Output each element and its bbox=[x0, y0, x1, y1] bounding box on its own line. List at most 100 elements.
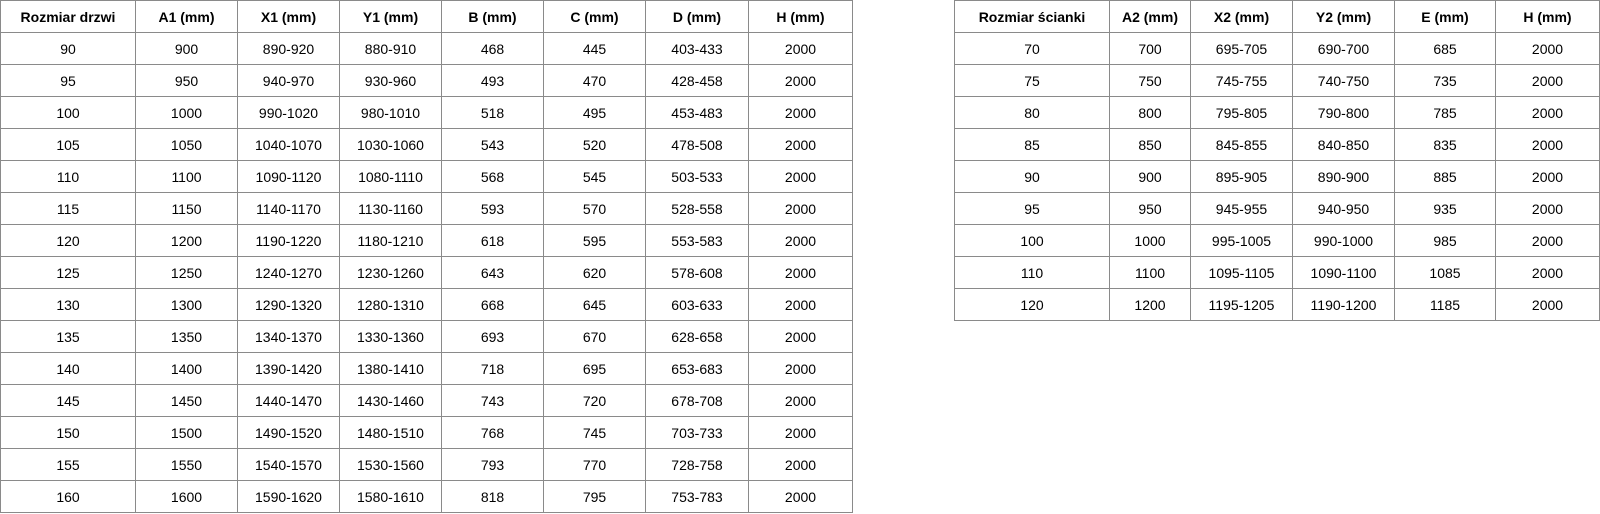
table-cell: 850 bbox=[1109, 128, 1191, 161]
table-cell: 720 bbox=[543, 384, 646, 417]
table-cell: 2000 bbox=[1495, 160, 1600, 193]
column-header: C (mm) bbox=[543, 0, 646, 33]
table-cell: 2000 bbox=[748, 32, 853, 65]
table-cell: 150 bbox=[0, 416, 136, 449]
table-cell: 1240-1270 bbox=[237, 256, 340, 289]
table-cell: 578-608 bbox=[645, 256, 749, 289]
table-cell: 1540-1570 bbox=[237, 448, 340, 481]
table-cell: 428-458 bbox=[645, 64, 749, 97]
table-cell: 1440-1470 bbox=[237, 384, 340, 417]
table-cell: 618 bbox=[441, 224, 544, 257]
table-cell: 1250 bbox=[135, 256, 238, 289]
table-cell: 880-910 bbox=[339, 32, 442, 65]
table-cell: 745 bbox=[543, 416, 646, 449]
table-cell: 930-960 bbox=[339, 64, 442, 97]
table-cell: 1350 bbox=[135, 320, 238, 353]
wall-dimensions-table: Rozmiar ścianki A2 (mm) X2 (mm) Y2 (mm) E (m… bbox=[954, 0, 1600, 321]
table-cell: 885 bbox=[1394, 160, 1496, 193]
table-cell: 1030-1060 bbox=[339, 128, 442, 161]
table-cell: 1040-1070 bbox=[237, 128, 340, 161]
table-cell: 990-1000 bbox=[1292, 224, 1395, 257]
table-cell: 628-658 bbox=[645, 320, 749, 353]
table-cell: 70 bbox=[954, 32, 1110, 65]
table-cell: 90 bbox=[0, 32, 136, 65]
table-row: 95 950 940-970 930-960 493 470 428-458 2000 bbox=[0, 64, 853, 97]
table-cell: 493 bbox=[441, 64, 544, 97]
table-cell: 403-433 bbox=[645, 32, 749, 65]
column-header: Y1 (mm) bbox=[339, 0, 442, 33]
table-row: 110 1100 1095-1105 1090-1100 1085 2000 bbox=[954, 256, 1600, 289]
table-cell: 1100 bbox=[1109, 256, 1191, 289]
table-row: 85 850 845-855 840-850 835 2000 bbox=[954, 128, 1600, 161]
table-cell: 670 bbox=[543, 320, 646, 353]
table-cell: 453-483 bbox=[645, 96, 749, 129]
column-header: E (mm) bbox=[1394, 0, 1496, 33]
table-cell: 845-855 bbox=[1190, 128, 1293, 161]
door-dimensions-table: Rozmiar drzwi A1 (mm) X1 (mm) Y1 (mm) B (mm)… bbox=[0, 0, 853, 513]
table-cell: 2000 bbox=[748, 128, 853, 161]
table-cell: 940-970 bbox=[237, 64, 340, 97]
table-cell: 95 bbox=[954, 192, 1110, 225]
table-cell: 643 bbox=[441, 256, 544, 289]
table-cell: 1590-1620 bbox=[237, 480, 340, 513]
table-cell: 595 bbox=[543, 224, 646, 257]
table-cell: 518 bbox=[441, 96, 544, 129]
table-cell: 795-805 bbox=[1190, 96, 1293, 129]
table-cell: 1400 bbox=[135, 352, 238, 385]
table-cell: 2000 bbox=[1495, 32, 1600, 65]
table-cell: 890-900 bbox=[1292, 160, 1395, 193]
table-cell: 818 bbox=[441, 480, 544, 513]
table-cell: 1530-1560 bbox=[339, 448, 442, 481]
table-cell: 120 bbox=[0, 224, 136, 257]
table-cell: 1150 bbox=[135, 192, 238, 225]
table-cell: 1180-1210 bbox=[339, 224, 442, 257]
table-cell: 2000 bbox=[1495, 96, 1600, 129]
table-cell: 2000 bbox=[1495, 192, 1600, 225]
table-cell: 468 bbox=[441, 32, 544, 65]
table-cell: 1195-1205 bbox=[1190, 288, 1293, 321]
table-cell: 1340-1370 bbox=[237, 320, 340, 353]
table-cell: 1200 bbox=[1109, 288, 1191, 321]
table-cell: 645 bbox=[543, 288, 646, 321]
table-cell: 945-955 bbox=[1190, 192, 1293, 225]
table-cell: 145 bbox=[0, 384, 136, 417]
column-header: B (mm) bbox=[441, 0, 544, 33]
table-cell: 110 bbox=[954, 256, 1110, 289]
table-header-row: Rozmiar ścianki A2 (mm) X2 (mm) Y2 (mm) E (m… bbox=[954, 0, 1600, 33]
table-cell: 2000 bbox=[748, 160, 853, 193]
table-cell: 1480-1510 bbox=[339, 416, 442, 449]
table-cell: 695 bbox=[543, 352, 646, 385]
table-cell: 1190-1200 bbox=[1292, 288, 1395, 321]
table-cell: 1230-1260 bbox=[339, 256, 442, 289]
table-cell: 685 bbox=[1394, 32, 1496, 65]
table-cell: 995-1005 bbox=[1190, 224, 1293, 257]
table-cell: 750 bbox=[1109, 64, 1191, 97]
table-cell: 2000 bbox=[748, 448, 853, 481]
table-cell: 120 bbox=[954, 288, 1110, 321]
table-cell: 1085 bbox=[1394, 256, 1496, 289]
table-cell: 2000 bbox=[1495, 64, 1600, 97]
table-cell: 728-758 bbox=[645, 448, 749, 481]
table-cell: 835 bbox=[1394, 128, 1496, 161]
table-cell: 543 bbox=[441, 128, 544, 161]
table-cell: 90 bbox=[954, 160, 1110, 193]
table-cell: 743 bbox=[441, 384, 544, 417]
table-cell: 160 bbox=[0, 480, 136, 513]
table-row: 145 1450 1440-1470 1430-1460 743 720 678-708 20… bbox=[0, 384, 853, 417]
table-cell: 785 bbox=[1394, 96, 1496, 129]
column-header: H (mm) bbox=[1495, 0, 1600, 33]
table-cell: 985 bbox=[1394, 224, 1496, 257]
table-cell: 753-783 bbox=[645, 480, 749, 513]
table-cell: 2000 bbox=[748, 352, 853, 385]
table-cell: 1050 bbox=[135, 128, 238, 161]
table-cell: 445 bbox=[543, 32, 646, 65]
table-cell: 740-750 bbox=[1292, 64, 1395, 97]
table-cell: 668 bbox=[441, 288, 544, 321]
table-cell: 793 bbox=[441, 448, 544, 481]
table-cell: 1090-1100 bbox=[1292, 256, 1395, 289]
table-cell: 700 bbox=[1109, 32, 1191, 65]
table-cell: 110 bbox=[0, 160, 136, 193]
table-cell: 2000 bbox=[748, 320, 853, 353]
table-cell: 1095-1105 bbox=[1190, 256, 1293, 289]
table-cell: 2000 bbox=[1495, 256, 1600, 289]
